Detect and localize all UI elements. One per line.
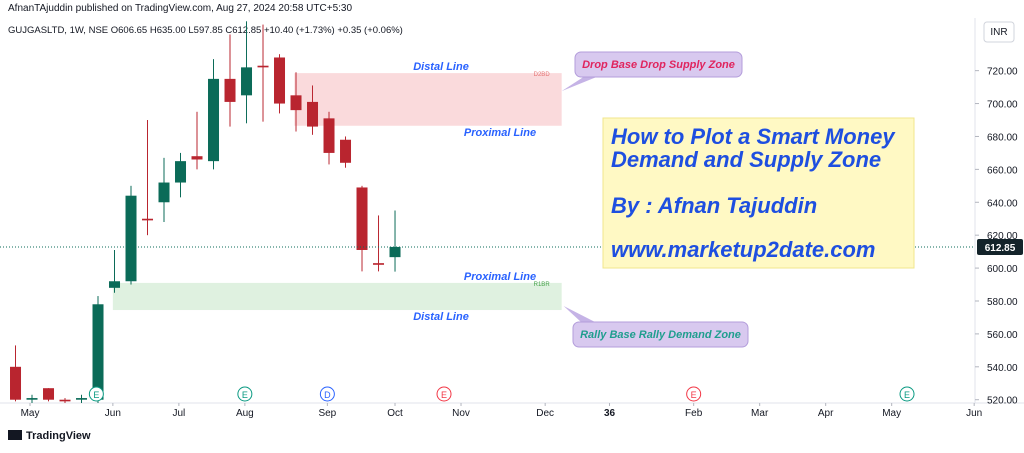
footer-text: TradingView [26,430,91,442]
zone-tag: D2BD [534,72,551,78]
y-tick-label: 520.00 [987,396,1018,407]
x-tick-label: Jun [966,408,982,419]
x-tick-label: Jul [172,408,185,419]
x-tick-label: Feb [685,408,703,419]
candle-body [76,398,88,400]
y-tick-label: 720.00 [987,67,1018,78]
candle-body [290,95,302,111]
x-tick-label: 36 [604,408,616,419]
candle-body [142,218,154,221]
x-tick-label: May [21,408,40,419]
y-tick-label: 600.00 [987,264,1018,275]
zone-tag: R1BR [534,282,551,288]
callout-text: Rally Base Rally Demand Zone [580,329,741,341]
last-price-label: 612.85 [985,243,1016,254]
event-marker [237,386,253,402]
candle-body [125,195,137,282]
y-tick-label: 680.00 [987,132,1018,143]
zone [294,73,562,126]
overlay-text: www.marketup2date.com [611,237,875,262]
footer: TradingView [8,430,91,442]
event-label: E [441,390,447,400]
overlay-text: How to Plot a Smart Money [611,124,896,149]
candle-body [43,388,55,400]
zone-bottom-label: Proximal Line [464,127,536,139]
event-label: D [324,390,331,400]
candle-body [274,57,286,104]
event-marker [88,386,104,402]
candle-body [59,399,71,402]
y-tick-label: 620.00 [987,231,1018,242]
publisher-line: AfnanTAjuddin published on TradingView.c… [8,3,352,14]
zone-top-label: Proximal Line [464,271,536,283]
x-tick-label: May [882,408,901,419]
callout-text: Drop Base Drop Supply Zone [582,59,735,71]
candle-body [208,78,220,162]
candle-body [323,118,335,153]
event-label: E [904,390,910,400]
symbol-line: GUJGASLTD, 1W, NSE O606.65 H635.00 L597.… [8,25,403,36]
callout-pointer [561,76,599,92]
candle-body [10,366,22,400]
candle-body [175,161,187,183]
zone-top-label: Distal Line [413,61,469,73]
candle-body [158,182,170,203]
logo [8,430,22,440]
candle-body [257,65,269,68]
overlay-text: Demand and Supply Zone [611,147,881,172]
y-tick-label: 540.00 [987,363,1018,374]
event-marker [436,386,452,402]
y-tick-label: 640.00 [987,198,1018,209]
candle-body [191,156,203,160]
candle-body [340,139,352,163]
event-marker [686,386,702,402]
y-tick-label: 700.00 [987,100,1018,111]
y-tick-label: 560.00 [987,330,1018,341]
x-tick-label: Oct [387,408,403,419]
currency-button[interactable] [983,21,1015,43]
currency[interactable]: INR [990,27,1007,38]
candle-body [241,67,253,96]
callout-box [574,51,743,78]
y-tick-label: 580.00 [987,297,1018,308]
candle-body [373,263,385,265]
candle-body [109,281,121,288]
event-label: E [93,390,99,400]
x-tick-label: Aug [236,408,254,419]
x-tick-label: Dec [536,408,554,419]
candle-body [389,246,401,258]
event-label: E [691,390,697,400]
candle-body [26,398,38,400]
zone [112,282,562,311]
y-tick-label: 660.00 [987,165,1018,176]
event-marker [899,386,915,402]
callout-pointer [563,306,595,322]
plot: 520.00 540.00 560.00 580.00 600.00 620.00 640.… [0,21,1023,419]
event-label: E [242,390,248,400]
x-tick-label: Jun [105,408,121,419]
candle-body [307,101,319,127]
x-tick-label: Sep [318,408,336,419]
candle-body [92,304,104,400]
candle-body [356,187,368,250]
overlay-text: By : Afnan Tajuddin [611,193,817,218]
callout-box [572,321,749,348]
zone-bottom-label: Distal Line [413,311,469,323]
candle-body [224,78,236,102]
x-tick-label: Apr [818,408,834,419]
x-tick-label: Mar [751,408,769,419]
x-tick-label: Nov [452,408,470,419]
last-price-box [977,238,1023,255]
event-marker [319,386,335,402]
overlay-box [602,117,915,269]
